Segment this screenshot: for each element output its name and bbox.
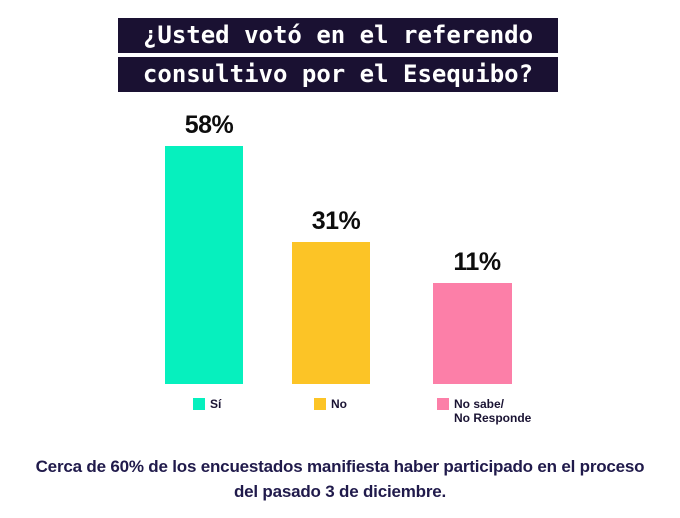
legend-label-no: No — [331, 397, 347, 411]
caption-line-2: del pasado 3 de diciembre. — [233, 482, 447, 501]
bar-value-si: 58% — [184, 111, 234, 139]
chart-title: ¿Usted votó en el referendo consultivo p… — [118, 18, 558, 96]
bar-value-no: 31% — [311, 207, 361, 235]
legend-swatch-no-icon — [314, 398, 326, 410]
caption-line-1: Cerca de 60% de los encuestados manifies… — [35, 457, 645, 476]
chart-title-line-1: ¿Usted votó en el referendo — [118, 18, 558, 53]
legend-label-si: Sí — [210, 397, 222, 411]
legend-item-si: Sí — [193, 397, 221, 411]
chart-caption: Cerca de 60% de los encuestados manifies… — [0, 454, 680, 504]
chart-title-line-2: consultivo por el Esequibo? — [118, 57, 558, 92]
bar-no-sabe — [433, 283, 512, 384]
bar-value-no-sabe: 11% — [453, 248, 501, 276]
legend-swatch-no-sabe-icon — [437, 398, 449, 410]
legend-label-no-sabe: No sabe/ No Responde — [454, 397, 532, 425]
bar-si — [165, 146, 243, 384]
bar-no — [292, 242, 370, 384]
legend-item-no-sabe: No sabe/ No Responde — [437, 397, 531, 425]
legend-item-no: No — [314, 397, 347, 411]
legend-swatch-si-icon — [193, 398, 205, 410]
